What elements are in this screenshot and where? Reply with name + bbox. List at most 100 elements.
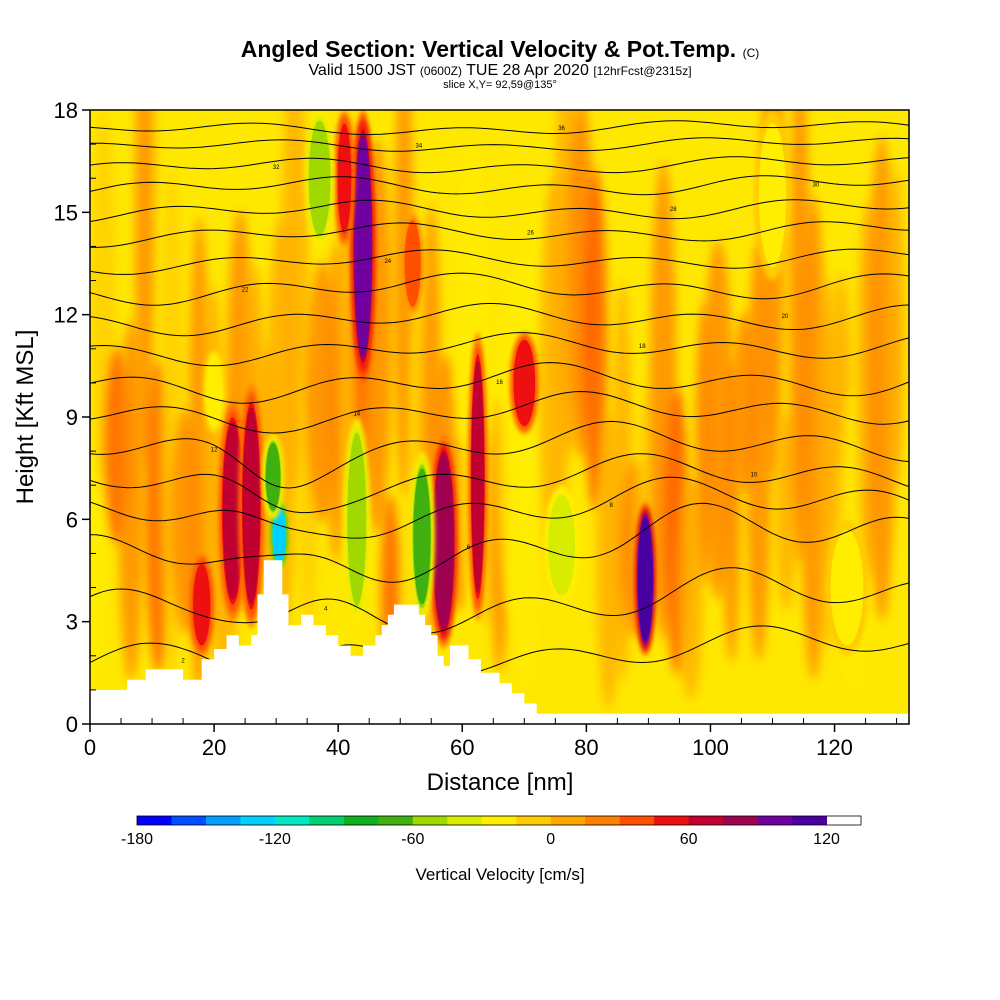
colorbar-swatch [516, 816, 552, 825]
colorbar-swatch [274, 816, 310, 825]
isentrope-line [90, 476, 909, 539]
field-cells [189, 110, 869, 656]
x-tick-label: 100 [692, 735, 729, 760]
updraft-cell [471, 360, 485, 593]
slice-label: slice X,Y= 92,59@135° [443, 79, 557, 91]
isentrope-line [90, 248, 909, 275]
isentrope-label: 8 [610, 503, 614, 509]
isentrope-label: 34 [415, 144, 422, 150]
colorbar-tick-label: 120 [813, 831, 840, 848]
updraft-cell [337, 123, 352, 233]
field-band [90, 438, 103, 693]
y-tick-label: 12 [54, 303, 78, 328]
colorbar-swatch [378, 816, 414, 825]
x-axis-label: Distance [nm] [427, 769, 574, 796]
field-band [678, 474, 704, 701]
downdraft-cell [760, 127, 785, 264]
x-tick-label: 0 [84, 735, 96, 760]
isentrope-label: 14 [353, 411, 360, 417]
updraft-cell [405, 222, 420, 305]
x-tick-label: 20 [202, 735, 226, 760]
field-band [394, 110, 414, 498]
downdraft-cell [549, 497, 574, 593]
updraft-cell [637, 517, 653, 641]
updraft-cell [242, 407, 260, 604]
y-tick-label: 3 [66, 610, 78, 635]
isentrope-line [90, 221, 909, 248]
colorbar-tick-label: -60 [401, 831, 424, 848]
isentrope-label: 32 [273, 165, 280, 171]
colorbar-swatch [205, 816, 241, 825]
colorbar-tick-label: -120 [259, 831, 291, 848]
x-tick-label: 40 [326, 735, 350, 760]
colorbar-swatch [688, 816, 724, 825]
y-tick-label: 0 [66, 712, 78, 737]
colorbar-swatch [619, 816, 655, 825]
colorbar-tick-label: 60 [680, 831, 698, 848]
updraft-cell [193, 563, 211, 646]
y-axis: 0 3 6 9 12 15 18 [54, 98, 96, 737]
colorbar-swatch [343, 816, 379, 825]
colorbar-swatch [723, 816, 759, 825]
isentrope-line [90, 502, 909, 583]
isentrope-label: 28 [670, 207, 677, 213]
colorbar-tick-label: -180 [121, 831, 153, 848]
isentrope-label: 36 [558, 126, 565, 132]
isentrope-line [90, 390, 909, 434]
isentrope-label: 16 [496, 380, 503, 386]
colorbar-swatch [481, 816, 517, 825]
downdraft-cell [348, 437, 366, 602]
isentrope-line [90, 332, 909, 367]
colorbar-swatch [240, 816, 276, 825]
x-axis: 0 20 40 60 80 100 120 [84, 718, 898, 760]
colorbar-swatch [654, 816, 690, 825]
colorbar-swatch [792, 816, 828, 825]
isentrope-label: 26 [527, 231, 534, 237]
field-band [886, 167, 905, 489]
isentrope-label: 22 [242, 288, 249, 294]
downdraft-cell [265, 442, 281, 511]
y-axis-label: Height [Kft MSL] [12, 330, 39, 505]
isentrope-line [90, 137, 909, 152]
y-tick-label: 9 [66, 405, 78, 430]
isentrope-label: 20 [782, 314, 789, 320]
updraft-cell [433, 455, 454, 628]
isentrope-line [90, 120, 909, 136]
x-tick-label: 60 [450, 735, 474, 760]
colorbar-swatch [757, 816, 793, 825]
y-tick-label: 15 [54, 200, 78, 225]
colorbar-swatch [447, 816, 483, 825]
colorbar-swatch [412, 816, 448, 825]
isentrope-label: 2 [181, 659, 185, 665]
y-tick-label: 6 [66, 507, 78, 532]
field-band [582, 168, 608, 511]
x-tick-label: 120 [816, 735, 853, 760]
colorbar-label: Vertical Velocity [cm/s] [415, 865, 584, 884]
isentrope-line [90, 199, 909, 222]
colorbar-swatch [309, 816, 345, 825]
isentrope-label: 24 [384, 259, 391, 265]
updraft-cell [354, 137, 372, 356]
isentrope-label: 30 [813, 182, 820, 188]
isentrope-line [90, 303, 909, 337]
y-tick-label: 18 [54, 98, 78, 123]
isentrope-line [90, 453, 909, 514]
colorbar-swatch [137, 816, 172, 825]
colorbar-swatch [585, 816, 621, 825]
chart-title: Angled Section: Vertical Velocity & Pot.… [241, 36, 760, 62]
isentrope-label: 10 [751, 472, 758, 478]
updraft-cell [514, 341, 535, 424]
isentrope-label: 6 [467, 545, 471, 551]
downdraft-cell [413, 468, 431, 605]
isentrope-line [90, 175, 909, 196]
downdraft-cell [272, 506, 286, 564]
colorbar-swatch [550, 816, 586, 825]
isentrope-label: 12 [211, 447, 218, 453]
isentrope-label: 18 [639, 344, 646, 350]
colorbar: -180 -120 -60 0 60 120 [121, 815, 862, 848]
isentrope-line [90, 362, 909, 404]
colorbar-swatch [171, 816, 207, 825]
